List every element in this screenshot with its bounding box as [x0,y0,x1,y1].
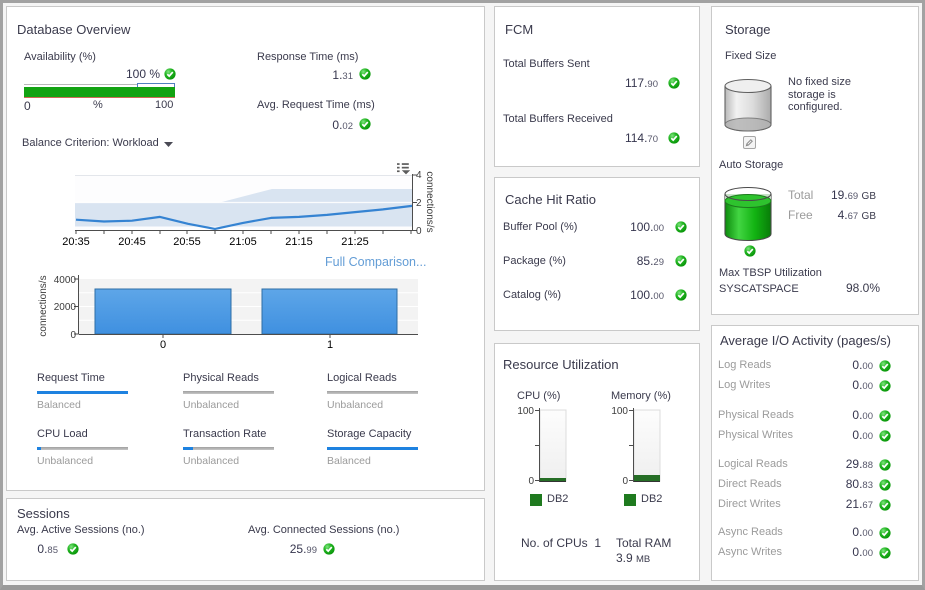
svg-text:4000: 4000 [54,275,77,286]
svg-text:0: 0 [528,476,534,487]
svg-text:2: 2 [416,198,422,209]
svg-text:21:25: 21:25 [341,236,369,248]
svg-text:20:35: 20:35 [62,236,90,248]
svg-text:0: 0 [160,339,166,351]
svg-text:21:15: 21:15 [285,236,313,248]
svg-text:0: 0 [416,226,422,237]
svg-text:100: 100 [611,406,628,417]
svg-text:2000: 2000 [54,302,77,313]
svg-text:4: 4 [416,170,422,181]
svg-text:100: 100 [517,406,534,417]
svg-text:20:45: 20:45 [118,236,146,248]
svg-text:20:55: 20:55 [173,236,201,248]
svg-text:connections/s: connections/s [424,171,435,232]
svg-text:21:05: 21:05 [229,236,257,248]
svg-text:connections/s: connections/s [38,275,49,336]
svg-text:0: 0 [70,330,76,341]
svg-text:1: 1 [327,339,333,351]
svg-text:0: 0 [622,476,628,487]
